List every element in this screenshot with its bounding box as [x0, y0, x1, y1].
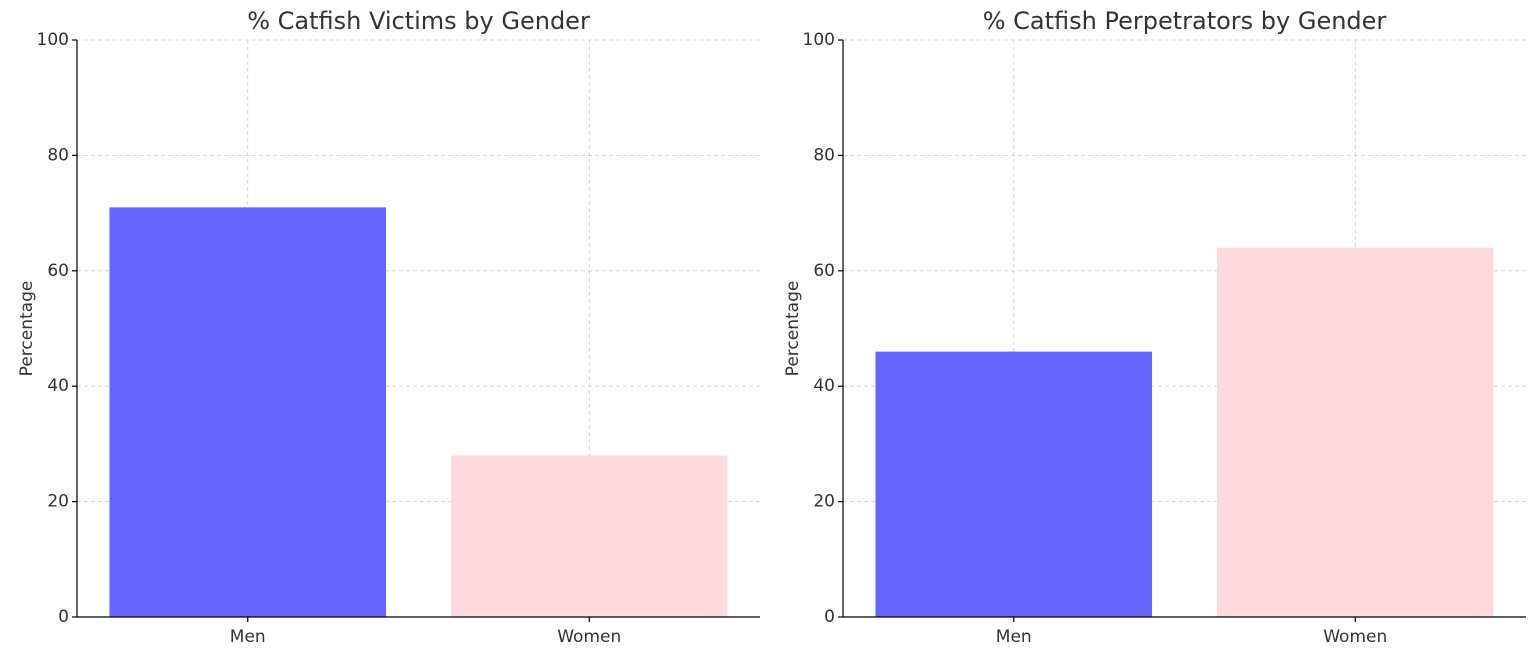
y-tick-label: 80 — [47, 145, 69, 165]
bar — [450, 455, 728, 617]
x-tick-label: Women — [1323, 627, 1387, 647]
bar — [109, 207, 387, 617]
x-tick-label: Men — [996, 627, 1032, 647]
x-tick-label: Men — [230, 627, 266, 647]
bar — [875, 351, 1153, 617]
y-tick-label: 40 — [47, 376, 69, 396]
y-tick-label: 40 — [813, 376, 835, 396]
y-tick-label: 100 — [37, 30, 69, 50]
y-tick-label: 60 — [47, 261, 69, 281]
y-tick-label: 100 — [803, 30, 835, 50]
chart-title: % Catfish Victims by Gender — [247, 7, 590, 35]
y-tick-label: 20 — [813, 492, 835, 512]
y-tick-label: 0 — [824, 607, 835, 627]
y-tick-label: 0 — [58, 607, 69, 627]
y-tick-label: 80 — [813, 145, 835, 165]
chart: Men Women 0 20 40 60 80 100 % Catfish Victims by… — [17, 7, 760, 647]
y-tick-label: 60 — [813, 261, 835, 281]
chart-title: % Catfish Perpetrators by Gender — [983, 7, 1387, 35]
bar — [1216, 247, 1494, 617]
y-axis-label: Percentage — [17, 281, 37, 377]
x-tick-label: Women — [557, 627, 621, 647]
chart: Men Women 0 20 40 60 80 100 % Catfish Perpetrato… — [783, 7, 1526, 647]
y-axis-label: Percentage — [783, 281, 803, 377]
y-tick-label: 20 — [47, 492, 69, 512]
